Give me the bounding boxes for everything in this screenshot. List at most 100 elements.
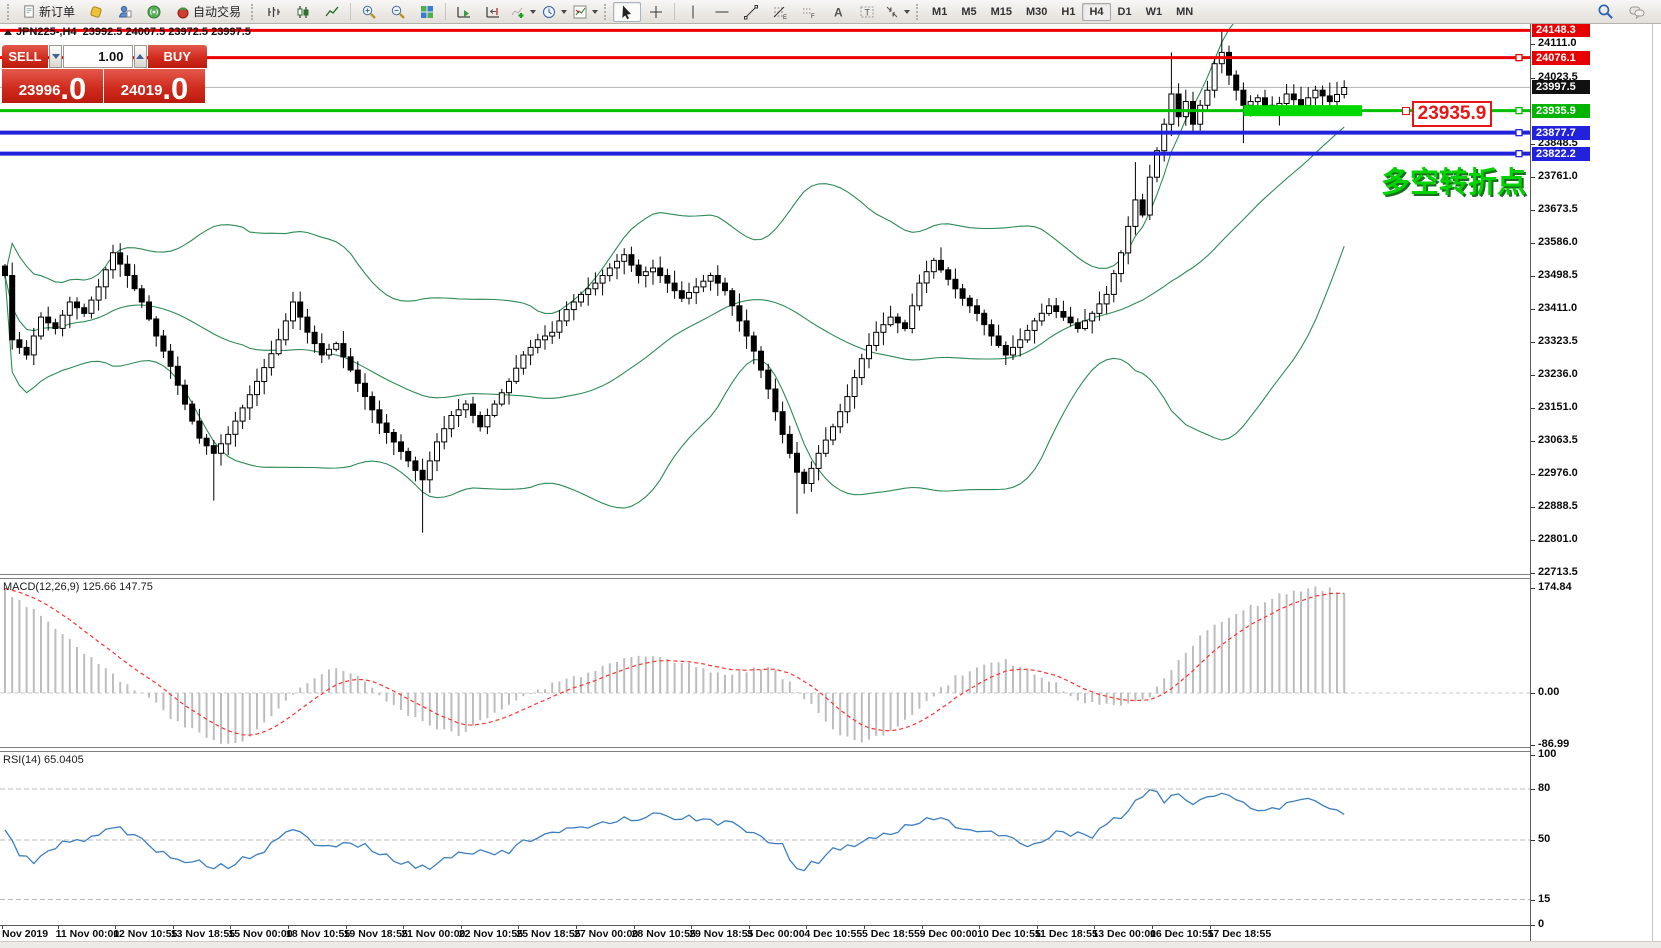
pivot-annotation-text[interactable]: 多空转折点 — [1381, 167, 1527, 199]
chat-button[interactable] — [1623, 2, 1651, 22]
macd-histogram — [4, 586, 1346, 744]
zoom-out-button[interactable] — [384, 2, 412, 22]
timeframe-d1[interactable]: D1 — [1117, 5, 1132, 18]
new-order-icon — [24, 5, 34, 18]
new-order-button[interactable]: 新订单 — [16, 2, 81, 22]
vertical-line-tool[interactable] — [679, 2, 707, 22]
periods-dropdown-caret[interactable] — [561, 9, 568, 14]
macd-scale-label: 0.00 — [1538, 686, 1560, 698]
bar-chart-button[interactable] — [260, 2, 288, 22]
hline-handle[interactable] — [1515, 107, 1523, 115]
toolbar-grip[interactable] — [604, 3, 609, 20]
axis-tick-mark — [1531, 144, 1535, 145]
templates-dropdown-caret[interactable] — [592, 9, 599, 14]
timeframe-m5[interactable]: M5 — [961, 5, 977, 18]
sell-button[interactable]: SELL — [2, 45, 48, 68]
shapes-tool[interactable] — [882, 2, 912, 22]
toolbar-grip[interactable] — [7, 3, 12, 20]
profile-button[interactable] — [111, 2, 139, 22]
axis-tick-mark — [1531, 210, 1535, 211]
timeframe-mn[interactable]: MN — [1176, 5, 1194, 18]
volume-decrease-button[interactable] — [49, 45, 62, 68]
hline-handle[interactable] — [1515, 129, 1523, 137]
price-badge: 24076.1 — [1532, 51, 1590, 65]
time-axis[interactable]: Nov 2019 11 Nov 00:00 12 Nov 10:55 13 Nov 1… — [0, 925, 1530, 942]
channel-tool[interactable]: F — [795, 2, 823, 22]
templates-button[interactable] — [570, 2, 600, 22]
time-axis-label: 21 Nov 00:00 — [401, 928, 466, 940]
volume-input[interactable]: 1.00 — [63, 45, 133, 68]
axis-tick-mark — [1531, 408, 1535, 409]
templates-icon — [573, 5, 587, 18]
toolbar-grip[interactable] — [251, 3, 256, 20]
axis-tick-mark — [1531, 925, 1535, 926]
bollinger-band-line — [4, 246, 1345, 509]
text-tool[interactable]: A — [824, 2, 852, 22]
buy-button[interactable]: BUY — [147, 45, 207, 68]
shapes-dropdown-caret[interactable] — [904, 9, 911, 14]
timeframe-w1[interactable]: W1 — [1145, 5, 1163, 18]
time-tick-mark — [460, 926, 462, 929]
search-button[interactable] — [1591, 2, 1619, 22]
candlestick-chart-button[interactable] — [289, 2, 317, 22]
autotrading-button[interactable]: 自动交易 — [169, 2, 247, 22]
y-axis-tick: 22976.0 — [1538, 467, 1578, 479]
y-axis-tick: 23151.0 — [1538, 401, 1578, 413]
volume-increase-button[interactable] — [133, 45, 147, 68]
indicators-button[interactable] — [508, 2, 538, 22]
auto-scroll-button[interactable] — [450, 2, 478, 22]
price-badge: 23877.7 — [1532, 126, 1590, 140]
horizontal-line-tool[interactable] — [708, 2, 736, 22]
line-chart-button[interactable] — [318, 2, 346, 22]
rsi-panel[interactable] — [0, 788, 1530, 900]
chart-shift-icon — [486, 6, 500, 18]
time-axis-label: 13 Nov 18:55 — [170, 928, 236, 940]
cursor-tool-button[interactable] — [613, 1, 642, 22]
timeframe-h4[interactable]: H4 — [1082, 2, 1111, 21]
panel-splitter-macd[interactable] — [0, 574, 1530, 579]
timeframe-h1[interactable]: H1 — [1061, 5, 1076, 18]
trendline-tool[interactable] — [737, 2, 765, 22]
axis-tick-mark — [1531, 243, 1535, 244]
timeframe-m15[interactable]: M15 — [990, 5, 1012, 18]
axis-tick-mark — [1531, 177, 1535, 178]
zoom-in-button[interactable] — [355, 2, 383, 22]
support-highlight-bar[interactable] — [1243, 105, 1362, 117]
up-arrow-icon — [136, 54, 144, 59]
indicators-dropdown-caret[interactable] — [530, 9, 537, 14]
timeframe-m30[interactable]: M30 — [1026, 5, 1048, 18]
chart-title-bar: JPN225-,H4 23992.5 24007.5 23972.5 23997… — [4, 26, 251, 38]
chart-shift-button[interactable] — [479, 2, 507, 22]
sell-price-button[interactable]: 23996.0 — [2, 69, 103, 104]
panel-splitter-rsi[interactable] — [0, 747, 1530, 752]
price-tag-label[interactable]: 23935.9 — [1412, 101, 1492, 127]
macd-panel[interactable] — [0, 586, 1530, 744]
price-tag-handle[interactable] — [1402, 107, 1410, 115]
price-badge: 23935.9 — [1532, 104, 1590, 118]
time-tick-mark — [1036, 926, 1038, 929]
label-tool[interactable]: T — [853, 2, 881, 22]
price-chart-panel[interactable] — [0, 0, 1530, 533]
community-button[interactable] — [82, 2, 110, 22]
timeframe-m1[interactable]: M1 — [932, 5, 948, 18]
y-axis-tick: 23063.5 — [1538, 434, 1578, 446]
time-tick-mark — [172, 926, 174, 929]
time-axis-label: 19 Nov 18:55 — [343, 928, 408, 940]
hline-handle[interactable] — [1515, 53, 1523, 62]
buy-price-button[interactable]: 24019.0 — [104, 69, 205, 104]
crosshair-tool-button[interactable] — [642, 2, 670, 22]
time-axis-label: 25 Nov 18:55 — [516, 928, 581, 940]
time-axis-label: 11 Dec 18:55 — [1034, 928, 1098, 940]
signal-button[interactable] — [140, 2, 168, 22]
tile-windows-button[interactable] — [413, 2, 441, 22]
toolbar-grip[interactable] — [916, 3, 921, 20]
price-axis[interactable]: 24111.0 24023.5 23848.5 23761.0 23673.5 23586… — [1531, 0, 1661, 948]
time-tick-mark — [345, 926, 347, 929]
time-tick-mark — [288, 926, 289, 929]
fibonacci-tool[interactable]: E — [766, 2, 794, 22]
collapse-trade-panel-arrow[interactable] — [4, 29, 12, 35]
hline-handle[interactable] — [1515, 150, 1523, 158]
periods-button[interactable] — [539, 2, 569, 22]
rsi-scale-label: 15 — [1538, 893, 1551, 905]
